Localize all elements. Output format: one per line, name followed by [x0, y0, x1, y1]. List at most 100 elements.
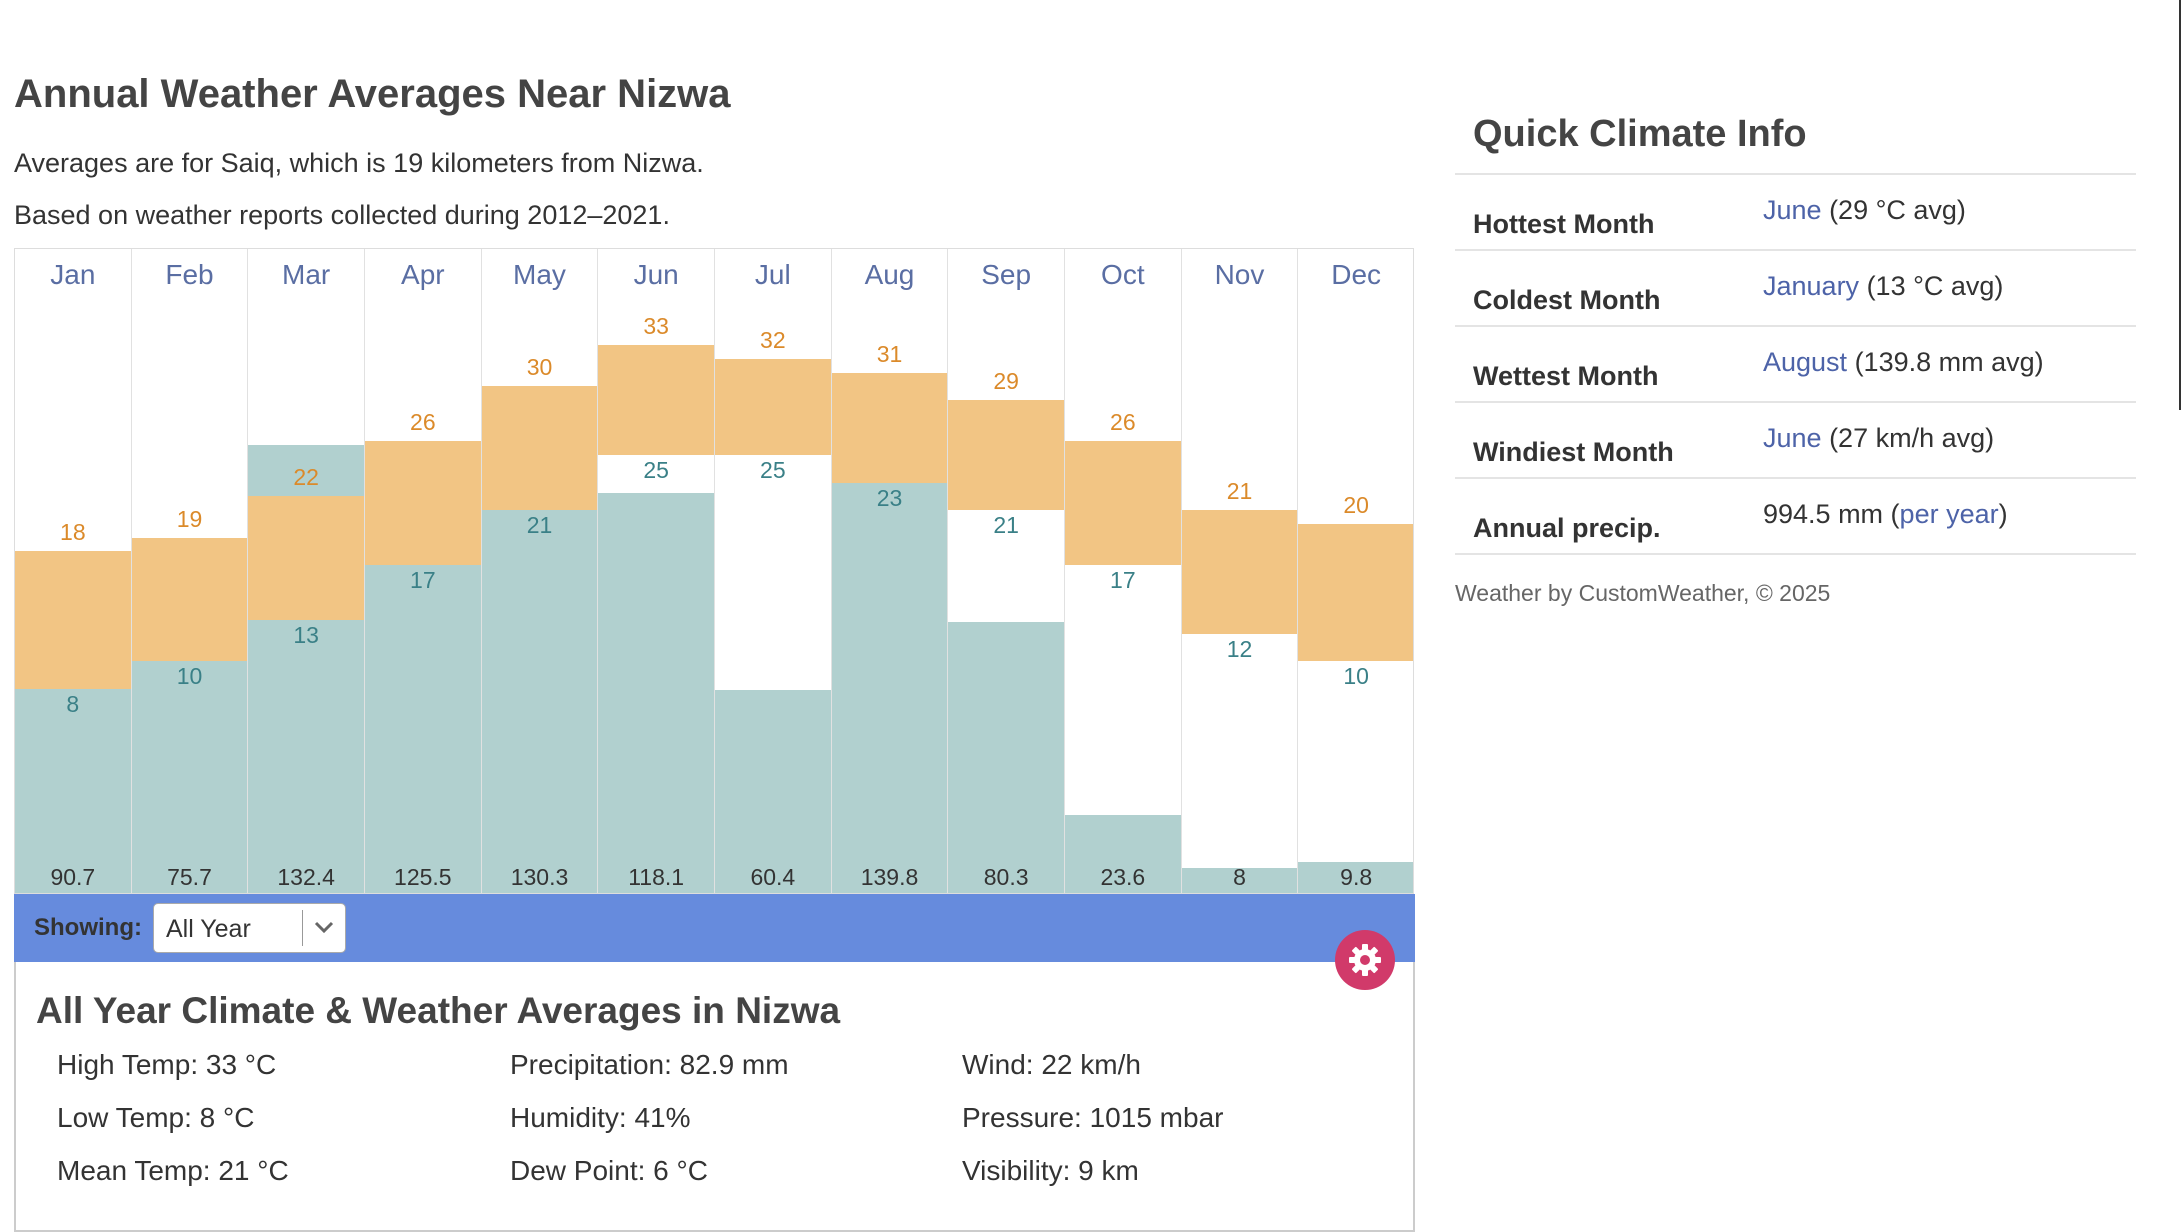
- high-temp-label: 30: [526, 354, 553, 381]
- low-temp-label: 25: [643, 457, 669, 484]
- page-scrollbar[interactable]: [2179, 0, 2181, 410]
- period-select[interactable]: All Year: [153, 903, 346, 953]
- low-temp-label: 12: [1226, 635, 1253, 662]
- month-link-aug[interactable]: Aug: [864, 259, 915, 290]
- month-column-aug: Aug 139.8 31 23: [831, 249, 949, 893]
- precip-value-label: 60.4: [750, 864, 796, 890]
- windiest-month-row: Windiest Month June (27 km/h avg): [1455, 401, 2136, 477]
- low-temp-label: 10: [176, 663, 203, 690]
- coldest-month-label: Coldest Month: [1473, 285, 1661, 315]
- wettest-month-link[interactable]: August: [1763, 347, 1848, 377]
- low-temp-stat: Low Temp: 8 °C: [57, 1102, 255, 1133]
- temp-range-bar: [248, 496, 364, 621]
- precip-value-label: 125.5: [394, 864, 452, 890]
- settings-button[interactable]: [1335, 930, 1395, 990]
- month-link-mar[interactable]: Mar: [282, 259, 331, 290]
- windiest-month-label: Windiest Month: [1473, 437, 1674, 467]
- month-link-nov[interactable]: Nov: [1214, 259, 1265, 290]
- page-title: Annual Weather Averages Near Nizwa: [14, 72, 731, 116]
- weather-credit: Weather by CustomWeather, © 2025: [1455, 580, 1831, 606]
- month-column-jan: Jan 90.7 18 8: [15, 249, 132, 893]
- month-column-apr: Apr 125.5 26 17: [365, 249, 482, 893]
- coldest-month-value: January (13 °C avg): [1763, 271, 2003, 302]
- quick-climate-table: Hottest Month June (29 °C avg) Coldest M…: [1455, 173, 2136, 555]
- precip-bar: [1181, 867, 1298, 893]
- temp-range-bar: [1065, 441, 1181, 566]
- precip-bar: [715, 689, 831, 893]
- high-temp-label: 33: [643, 313, 669, 340]
- location-note: Averages are for Saiq, which is 19 kilom…: [14, 148, 704, 178]
- month-link-dec[interactable]: Dec: [1331, 259, 1382, 290]
- precip-value-label: 9.8: [1340, 864, 1373, 890]
- month-column-jun: Jun 118.1 33 25: [598, 249, 715, 893]
- month-link-jul[interactable]: Jul: [754, 259, 791, 290]
- precip-value-label: 118.1: [628, 864, 685, 890]
- temp-range-bar: [1181, 510, 1298, 634]
- precip-value-label: 132.4: [277, 864, 335, 890]
- per-year-link[interactable]: per year: [1899, 499, 1999, 529]
- high-temp-label: 22: [293, 464, 319, 491]
- summary-panel: All Year Climate & Weather Averages in N…: [14, 962, 1415, 1232]
- low-temp-label: 13: [293, 622, 319, 649]
- high-temp-label: 26: [1110, 409, 1136, 436]
- low-temp-label: 21: [993, 512, 1019, 539]
- month-link-apr[interactable]: Apr: [401, 259, 445, 290]
- low-temp-label: 10: [1343, 663, 1369, 690]
- month-column-sep: Sep 80.3 29 21: [948, 249, 1065, 893]
- month-link-jan[interactable]: Jan: [50, 259, 96, 290]
- quick-climate-title: Quick Climate Info: [1473, 113, 1807, 155]
- precip-bar: [1065, 814, 1181, 893]
- showing-label: Showing:: [34, 914, 142, 941]
- month-column-may: May 130.3 30 21: [481, 249, 599, 893]
- data-period-note: Based on weather reports collected durin…: [14, 200, 670, 230]
- temp-range-bar: [365, 441, 481, 566]
- month-link-feb[interactable]: Feb: [165, 259, 214, 290]
- coldest-month-row: Coldest Month January (13 °C avg): [1455, 249, 2136, 325]
- high-temp-label: 29: [993, 368, 1019, 395]
- wettest-month-value: August (139.8 mm avg): [1763, 347, 2044, 378]
- precip-bar: [1298, 861, 1413, 893]
- month-column-mar: Mar 132.4 22 13: [248, 249, 365, 893]
- temp-range-bar: [131, 537, 248, 662]
- hottest-month-row: Hottest Month June (29 °C avg): [1455, 173, 2136, 249]
- wettest-month-row: Wettest Month August (139.8 mm avg): [1455, 325, 2136, 401]
- month-column-jul: Jul 60.4 32 25: [715, 249, 832, 893]
- hottest-month-link[interactable]: June: [1763, 195, 1822, 225]
- high-temp-label: 21: [1226, 478, 1253, 505]
- precip-value-label: 75.7: [167, 864, 212, 890]
- chevron-down-icon: [314, 921, 334, 934]
- month-link-jun[interactable]: Jun: [633, 259, 679, 290]
- temp-range-bar: [948, 400, 1064, 511]
- low-temp-label: 17: [410, 567, 436, 594]
- precip-bar: [131, 637, 248, 893]
- wettest-month-detail: (139.8 mm avg): [1847, 347, 2044, 377]
- low-temp-label: 21: [526, 512, 553, 539]
- temp-range-bar: [715, 358, 831, 456]
- temp-range-bar: [831, 372, 948, 483]
- precip-value-label: 80.3: [983, 864, 1029, 890]
- windiest-month-link[interactable]: June: [1763, 423, 1822, 453]
- select-divider: [302, 910, 303, 946]
- precip-bar: [948, 621, 1064, 893]
- precip-value-label: 130.3: [510, 864, 569, 890]
- temp-range-bar: [598, 345, 714, 456]
- precip-bar: [598, 493, 714, 893]
- period-toolbar: Showing: All Year: [14, 894, 1415, 962]
- low-temp-label: 25: [760, 457, 786, 484]
- high-temp-label: 20: [1343, 491, 1369, 518]
- month-column-oct: Oct 23.6 26 17: [1065, 249, 1182, 893]
- precip-bar: [481, 451, 598, 893]
- month-link-oct[interactable]: Oct: [1101, 259, 1145, 290]
- coldest-month-detail: (13 °C avg): [1859, 271, 2004, 301]
- month-link-sep[interactable]: Sep: [981, 259, 1032, 290]
- annual-precip-amount: 994.5 mm (: [1763, 499, 1900, 529]
- annual-precip-value: 994.5 mm (per year): [1763, 499, 2008, 530]
- month-link-may[interactable]: May: [513, 259, 566, 290]
- precip-bar: [831, 419, 948, 893]
- high-temp-label: 31: [876, 340, 903, 367]
- month-column-dec: Dec 9.8 20 10: [1298, 249, 1413, 893]
- pressure-stat: Pressure: 1015 mbar: [962, 1102, 1224, 1133]
- coldest-month-link[interactable]: January: [1763, 271, 1860, 301]
- high-temp-label: 26: [410, 409, 436, 436]
- low-temp-label: 8: [66, 690, 80, 717]
